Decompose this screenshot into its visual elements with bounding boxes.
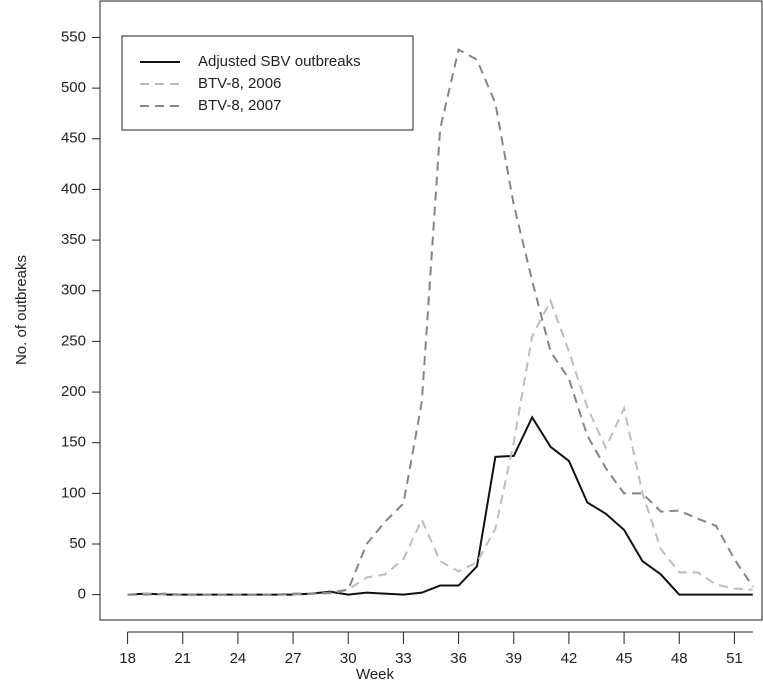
y-tick-label: 50	[69, 535, 86, 552]
legend-label: Adjusted SBV outbreaks	[198, 53, 361, 70]
x-tick-label: 27	[285, 650, 302, 667]
x-tick-label: 51	[726, 650, 743, 667]
y-axis-label: No. of outbreaks	[13, 255, 30, 365]
y-tick-label: 0	[78, 586, 86, 603]
y-tick-label: 250	[61, 332, 86, 349]
legend-box	[121, 35, 414, 131]
y-tick-label: 550	[61, 28, 86, 45]
y-tick-label: 200	[61, 383, 86, 400]
x-tick-label: 33	[395, 650, 412, 667]
y-tick-label: 100	[61, 484, 86, 501]
x-axis-label: Week	[356, 666, 395, 682]
y-tick-label: 150	[61, 434, 86, 451]
x-tick-label: 24	[230, 650, 247, 667]
x-tick-label: 45	[616, 650, 633, 667]
series-line	[127, 48, 754, 596]
y-tick-label: 500	[61, 79, 86, 96]
x-tick-label: 36	[450, 650, 467, 667]
x-tick-label: 39	[505, 650, 522, 667]
x-tick-label: 21	[174, 650, 191, 667]
series-line	[127, 415, 753, 596]
y-tick-label: 300	[61, 282, 86, 299]
series-line	[127, 298, 753, 596]
y-tick-label: 350	[61, 231, 86, 248]
x-tick-label: 42	[561, 650, 578, 667]
y-tick-label: 450	[61, 130, 86, 147]
x-tick-label: 48	[671, 650, 688, 667]
x-tick-label: 30	[340, 650, 357, 667]
y-tick-label: 400	[61, 180, 86, 197]
x-tick-label: 18	[119, 650, 136, 667]
legend-label: BTV-8, 2006	[198, 75, 281, 92]
legend-label: BTV-8, 2007	[198, 97, 281, 114]
